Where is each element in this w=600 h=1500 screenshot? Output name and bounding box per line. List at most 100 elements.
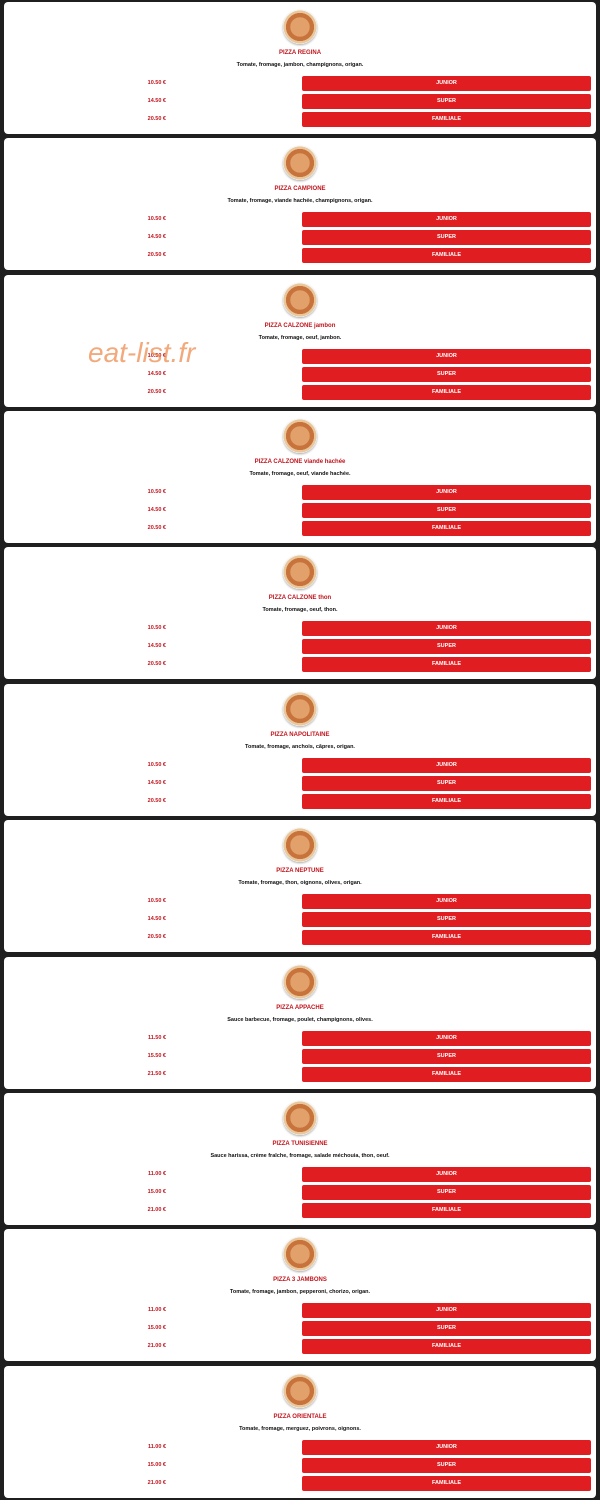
size-button[interactable]: JUNIOR [302,76,591,91]
pizza-card: PIZZA NEPTUNE Tomate, fromage, thon, oign… [4,820,596,953]
pizza-description: Sauce harissa, crème fraîche, fromage, s… [210,1152,390,1159]
price: 20.50 € [147,252,166,259]
size-button[interactable]: JUNIOR [302,1030,591,1046]
pizza-name: PIZZA ORIENTALE [273,1413,327,1420]
size-button[interactable]: JUNIOR [302,212,591,228]
price: 21.50 € [147,1070,166,1077]
pizza-card: PIZZA CALZONE jambon Tomate, fromage, oeu… [4,274,596,407]
size-button[interactable]: FAMILIALE [302,1202,591,1218]
price: 11.00 € [147,1170,166,1177]
pizza-image [283,146,317,181]
pizza-description: Tomate, fromage, anchois, câpres, origan… [245,743,355,750]
size-button[interactable]: JUNIOR [302,485,591,501]
price: 14.50 € [147,370,166,377]
pizza-card: PIZZA 3 JAMBONS Tomate, fromage, jambon, … [4,1229,596,1362]
price: 10.50 € [147,898,166,905]
pizza-card: PIZZA REGINA Tomate, fromage, jambon, cha… [4,2,596,134]
size-button[interactable]: SUPER [302,639,591,655]
size-button[interactable]: JUNIOR [302,757,591,773]
price: 15.00 € [147,1325,166,1332]
size-button[interactable]: JUNIOR [302,1166,591,1182]
price: 20.50 € [147,661,166,668]
size-button[interactable]: SUPER [302,503,591,519]
price: 14.50 € [147,643,166,650]
size-button[interactable]: FAMILIALE [302,112,591,127]
pizza-card: PIZZA CAMPIONE Tomate, fromage, viande ha… [4,138,596,271]
pizza-name: PIZZA CALZONE thon [268,595,332,602]
pizza-name: PIZZA REGINA [278,50,322,56]
pizza-card: PIZZA NAPOLITAINE Tomate, fromage, anchoi… [4,683,596,816]
pizza-name: PIZZA CALZONE viande hachée [254,459,346,466]
size-button[interactable]: FAMILIALE [302,1066,591,1082]
pizza-card: PIZZA TUNISIENNE Sauce harissa, crème fra… [4,1092,596,1225]
pizza-image [283,282,317,317]
pizza-description: Tomate, fromage, thon, oignons, olives, … [238,880,362,887]
pizza-description: Tomate, fromage, oeuf, viande hachée. [249,471,351,478]
size-button[interactable]: FAMILIALE [302,384,591,400]
price: 20.50 € [147,388,166,395]
size-button[interactable]: JUNIOR [302,348,591,364]
size-button[interactable]: JUNIOR [302,1439,591,1455]
size-button[interactable]: SUPER [302,775,591,791]
pizza-description: Tomate, fromage, jambon, champignons, or… [236,62,364,68]
pizza-image [283,1100,317,1135]
size-button[interactable]: SUPER [302,1457,591,1473]
size-button[interactable]: SUPER [302,366,591,382]
price: 14.50 € [147,779,166,786]
pizza-description: Tomate, fromage, jambon, pepperoni, chor… [229,1289,371,1296]
pizza-name: PIZZA NEPTUNE [276,868,324,875]
price: 21.00 € [147,1206,166,1213]
pizza-name: PIZZA 3 JAMBONS [273,1277,327,1284]
size-button[interactable]: SUPER [302,1184,591,1200]
price: 10.50 € [147,625,166,632]
price: 14.50 € [147,234,166,241]
size-button[interactable]: JUNIOR [302,621,591,637]
size-button[interactable]: SUPER [302,230,591,246]
pizza-name: PIZZA TUNISIENNE [272,1140,328,1147]
price: 10.50 € [147,80,166,86]
price: 14.50 € [147,916,166,923]
pizza-description: Tomate, fromage, viande hachée, champign… [227,198,373,205]
size-button[interactable]: FAMILIALE [302,1475,591,1491]
pizza-image [283,1237,317,1272]
size-button[interactable]: JUNIOR [302,1303,591,1319]
pizza-description: Tomate, fromage, merguez, poivrons, oign… [239,1425,361,1432]
price: 20.50 € [147,934,166,941]
pizza-description: Tomate, fromage, oeuf, thon. [262,607,338,614]
size-button[interactable]: FAMILIALE [302,521,591,537]
price: 14.50 € [147,507,166,514]
price: 15.50 € [147,1052,166,1059]
price: 21.00 € [147,1343,166,1350]
price: 11.00 € [147,1443,166,1450]
size-button[interactable]: SUPER [302,912,591,928]
size-button[interactable]: SUPER [302,1048,591,1064]
pizza-name: PIZZA CAMPIONE [274,186,326,193]
pizza-image [283,419,317,454]
pizza-image [283,555,317,590]
size-button[interactable]: SUPER [302,94,591,109]
pizza-image [283,828,317,863]
price: 21.00 € [147,1479,166,1486]
size-button[interactable]: FAMILIALE [302,657,591,673]
size-button[interactable]: FAMILIALE [302,930,591,946]
price: 15.00 € [147,1188,166,1195]
price: 20.50 € [147,525,166,532]
pizza-name: PIZZA CALZONE jambon [264,322,336,329]
pizza-card: PIZZA CALZONE viande hachée Tomate, froma… [4,411,596,544]
watermark: eat-list.fr [88,337,196,368]
size-button[interactable]: JUNIOR [302,894,591,910]
price: 15.00 € [147,1461,166,1468]
pizza-name: PIZZA APPACHE [276,1004,324,1011]
pizza-description: Sauce barbecue, fromage, poulet, champig… [227,1016,373,1023]
size-button[interactable]: SUPER [302,1321,591,1337]
price: 14.50 € [147,98,166,104]
pizza-image [283,964,317,999]
pizza-card: PIZZA ORIENTALE Tomate, fromage, merguez,… [4,1365,596,1498]
price: 11.00 € [147,1307,166,1314]
price: 20.50 € [147,116,166,122]
size-button[interactable]: FAMILIALE [302,793,591,809]
size-button[interactable]: FAMILIALE [302,1339,591,1355]
size-button[interactable]: FAMILIALE [302,248,591,264]
price: 10.50 € [147,489,166,496]
